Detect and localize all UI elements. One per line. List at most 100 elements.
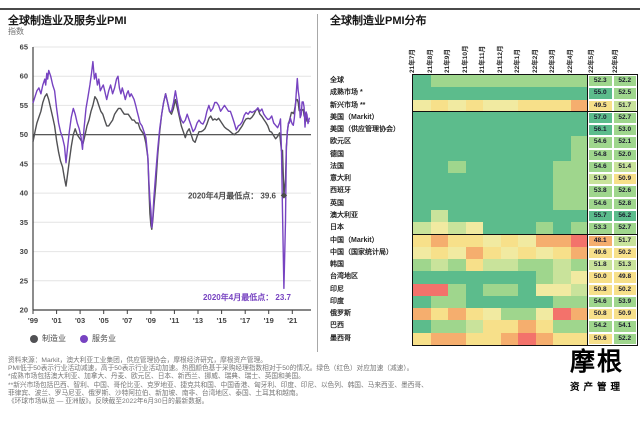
heatmap-cell (553, 75, 571, 88)
heatmap-cell (448, 111, 466, 125)
heatmap-cell (553, 160, 571, 174)
heatmap-cell (413, 87, 431, 100)
heatmap-cell (570, 332, 588, 345)
heatmap-cell (500, 234, 518, 247)
heatmap-cell (483, 124, 501, 137)
heatmap-cell (430, 246, 448, 260)
heatmap-value-cell: 54.2 (588, 320, 613, 333)
right-panel-title: 全球制造业PMI分布 (330, 15, 427, 27)
heatmap-value-cell: 52.3 (588, 75, 613, 88)
heatmap-value-cell: 52.2 (612, 75, 637, 88)
heatmap-column-header: 22年1月 (514, 49, 522, 73)
heatmap-row-label: 巴西 (330, 322, 344, 330)
heatmap-cell (483, 332, 501, 345)
heatmap-value-cell: 54.6 (588, 197, 613, 210)
heatmap-cell (413, 246, 431, 260)
brand-logo: 摩根 资产管理 (569, 348, 624, 394)
heatmap-cell (500, 136, 518, 149)
heatmap-value-cell: 52.7 (612, 111, 637, 125)
heatmap-cell (448, 222, 466, 235)
heatmap-cell (570, 185, 588, 198)
heatmap-cell (483, 136, 501, 149)
heatmap-value-cell: 50.9 (612, 308, 637, 321)
heatmap-cell (430, 87, 448, 100)
heatmap-cell (430, 210, 448, 223)
heatmap-row-label: 印尼 (330, 285, 344, 293)
heatmap-cell (448, 308, 466, 321)
heatmap-cell (430, 283, 448, 296)
heatmap-cell (413, 320, 431, 333)
heatmap-cell (535, 259, 553, 272)
heatmap-cell (500, 197, 518, 210)
heatmap-cell (413, 160, 431, 174)
heatmap-cell (413, 197, 431, 210)
heatmap-cell (465, 210, 483, 223)
heatmap-cell (518, 222, 536, 235)
heatmap-cell (483, 111, 501, 125)
heatmap-cell (570, 173, 588, 186)
heatmap-cell (465, 295, 483, 309)
heatmap-column-header: 21年8月 (426, 49, 434, 73)
heatmap-cell (413, 210, 431, 223)
heatmap-row-label: 澳大利亚 (330, 212, 358, 219)
heatmap-cell (413, 271, 431, 284)
annotation-text: 2020年4月最低点： 23.7 (203, 292, 292, 302)
heatmap-value-cell: 53.0 (612, 124, 637, 137)
heatmap-cell (413, 185, 431, 198)
heatmap-cell (483, 271, 501, 284)
heatmap-cell (570, 148, 588, 161)
heatmap-cell (483, 99, 501, 112)
heatmap-cell (500, 87, 518, 100)
heatmap-column-header: 22年3月 (549, 49, 557, 73)
heatmap-value-cell: 55.0 (588, 87, 613, 100)
heatmap-cell (483, 75, 501, 88)
x-tick-label: '11 (170, 316, 180, 325)
heatmap-column-header: 22年6月 (612, 49, 620, 73)
heatmap-value-cell: 50.8 (588, 308, 613, 321)
heatmap-cell (535, 320, 553, 333)
heatmap-cell (448, 75, 466, 88)
heatmap-value-cell: 51.7 (612, 234, 637, 247)
heatmap-value-cell: 51.9 (588, 173, 613, 186)
heatmap-cell (518, 197, 536, 210)
x-tick-label: '03 (75, 316, 85, 325)
heatmap-row-label: 中国（国家统计局） (330, 248, 393, 256)
heatmap-value-cell: 54.6 (588, 160, 613, 174)
y-tick-label: 40 (20, 189, 28, 198)
heatmap-value-cell: 55.7 (588, 210, 613, 223)
heatmap-cell (483, 246, 501, 260)
heatmap-cell (553, 283, 571, 296)
heatmap-cell (483, 185, 501, 198)
heatmap-cell (448, 259, 466, 272)
heatmap-cell (465, 308, 483, 321)
heatmap-row-label: 法国 (330, 162, 344, 170)
brand-logo-sub: 资产管理 (569, 382, 624, 393)
heatmap-cell (430, 75, 448, 88)
y-tick-label: 25 (20, 276, 28, 285)
heatmap-cell (518, 234, 536, 247)
heatmap-cell (500, 210, 518, 223)
heatmap-row-label: 新兴市场 ** (330, 101, 366, 109)
x-tick-label: '99 (28, 316, 38, 325)
heatmap-cell (483, 283, 501, 296)
heatmap-cell (430, 320, 448, 333)
heatmap-cell (448, 136, 466, 149)
legend-item: 服务业 (80, 333, 116, 344)
heatmap-cell (553, 308, 571, 321)
heatmap-cell (483, 148, 501, 161)
footnote-line: **新兴市场包括巴西、智利、中国、哥伦比亚、克罗地亚、捷克共和国、中国香港、匈牙… (8, 381, 428, 389)
footnote-line: 菲律宾、波兰、罗马尼亚、俄罗斯、沙特阿拉伯、新加坡、南非、台湾地区、泰国、土耳其… (8, 389, 303, 397)
heatmap-cell (430, 173, 448, 186)
footnote-line: *成熟市场包括澳大利亚、加拿大、丹麦、欧元区、日本、新西兰、挪威、瑞典、瑞士、英… (8, 373, 305, 381)
heatmap-cell (518, 160, 536, 174)
heatmap-cell (570, 111, 588, 125)
x-tick-label: '07 (122, 316, 132, 325)
heatmap-value-cell: 51.8 (588, 259, 613, 272)
heatmap-value-cell: 54.6 (588, 136, 613, 149)
heatmap-column-header: 21年9月 (444, 49, 452, 73)
heatmap-cell (413, 75, 431, 88)
heatmap-cell (553, 197, 571, 210)
heatmap-cell (465, 87, 483, 100)
left-panel-title: 全球制造业及服务业PMI (8, 15, 127, 27)
heatmap-cell (448, 124, 466, 137)
